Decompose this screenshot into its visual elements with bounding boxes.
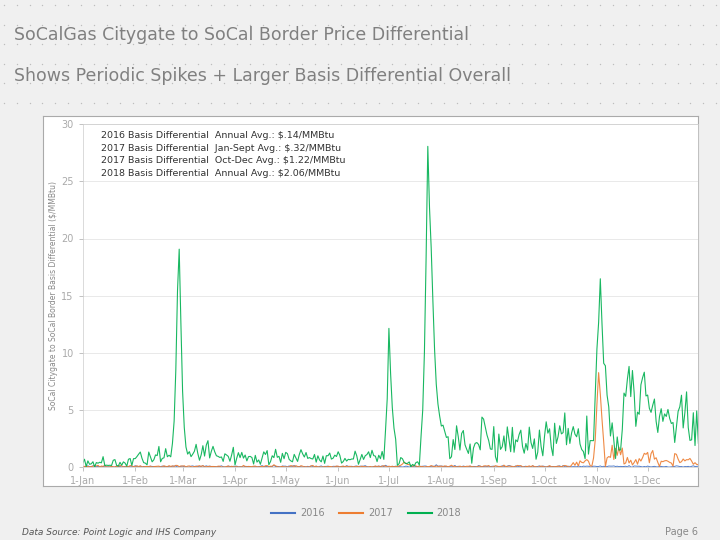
Text: Data Source: Point Logic and IHS Company: Data Source: Point Logic and IHS Company [22, 528, 216, 537]
Text: Page 6: Page 6 [665, 527, 698, 537]
Legend: 2016, 2017, 2018: 2016, 2017, 2018 [266, 504, 465, 522]
Text: Shows Periodic Spikes + Larger Basis Differential Overall: Shows Periodic Spikes + Larger Basis Dif… [14, 66, 511, 85]
Text: 2016 Basis Differential  Annual Avg.: $.14/MMBtu
2017 Basis Differential  Jan-Se: 2016 Basis Differential Annual Avg.: $.1… [102, 131, 346, 178]
Text: SoCalGas Citygate to SoCal Border Price Differential: SoCalGas Citygate to SoCal Border Price … [14, 25, 469, 44]
Y-axis label: SoCal Citygate to SoCal Border Basis Differential ($/MMBtu): SoCal Citygate to SoCal Border Basis Dif… [50, 181, 58, 410]
